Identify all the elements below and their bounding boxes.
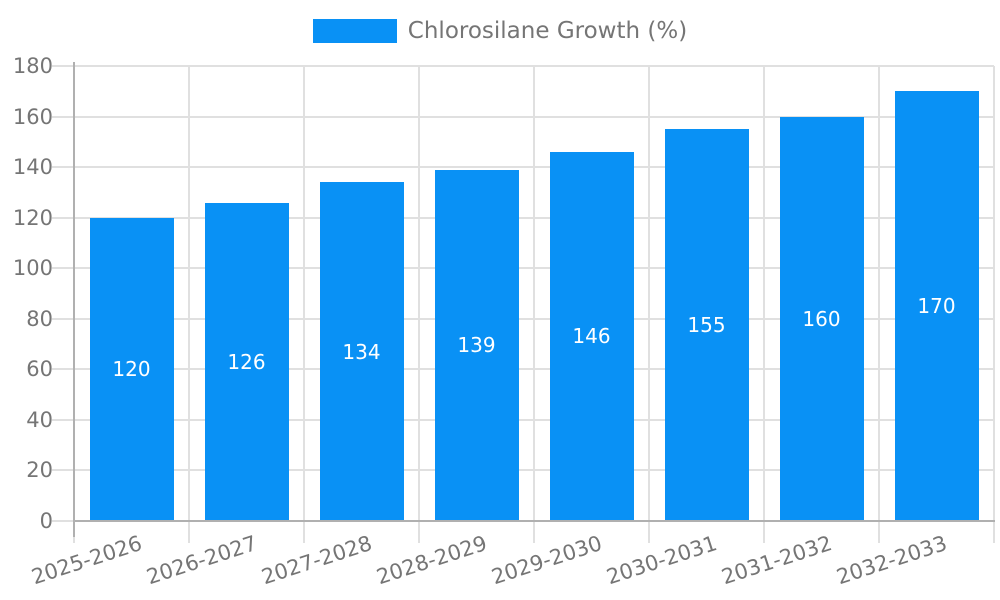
y-axis-tick-label: 120 — [12, 205, 53, 230]
gridline-horizontal — [52, 216, 994, 219]
bar — [204, 202, 289, 521]
gridline-horizontal — [52, 65, 994, 67]
bar-value-label-box: 155 — [665, 129, 749, 521]
gridline-horizontal — [52, 368, 994, 371]
bar-value-label-box: 139 — [435, 170, 519, 521]
gridline-horizontal — [52, 418, 994, 421]
bar-value-label-box: 120 — [90, 218, 174, 521]
x-axis-line — [73, 520, 995, 522]
y-axis-tick-label: 60 — [26, 357, 53, 382]
gridline-vertical — [533, 66, 535, 543]
bar — [319, 182, 404, 521]
bar-value-label: 126 — [227, 349, 266, 374]
legend-label: Chlorosilane Growth (%) — [407, 18, 688, 44]
x-axis-tick-label: 2026-2027 — [143, 531, 260, 590]
bar-value-label: 155 — [687, 313, 726, 338]
bar — [664, 129, 749, 521]
y-axis-tick-label: 180 — [12, 54, 53, 78]
x-axis-tick-label: 2025-2026 — [28, 531, 145, 590]
y-axis-tick-label: 100 — [12, 256, 53, 281]
bar-value-label-box: 134 — [320, 182, 404, 521]
bar-value-label: 160 — [802, 306, 841, 331]
y-axis-line — [73, 62, 75, 537]
bar-value-label-box: 170 — [895, 91, 979, 521]
x-axis-tick-label: 2031-2032 — [718, 531, 835, 590]
gridline-vertical — [418, 66, 420, 543]
bar — [894, 91, 979, 521]
gridline-horizontal — [52, 317, 994, 320]
y-axis-tick-label: 20 — [26, 458, 53, 483]
gridline-horizontal — [52, 166, 994, 169]
bar — [434, 169, 519, 521]
y-axis-tick-label: 160 — [12, 104, 53, 129]
chart-legend: Chlorosilane Growth (%) — [0, 17, 1000, 45]
bar — [549, 151, 634, 521]
y-axis-tick-label: 0 — [39, 509, 53, 533]
legend-swatch — [312, 19, 397, 43]
bar — [89, 217, 174, 521]
gridline-horizontal — [52, 469, 994, 472]
bar-value-label: 146 — [572, 324, 611, 349]
gridline-horizontal — [52, 267, 994, 270]
bar-value-label: 120 — [112, 357, 151, 382]
gridline-vertical — [878, 66, 880, 543]
x-axis-tick-label: 2029-2030 — [488, 531, 605, 590]
y-axis-tick-label: 40 — [26, 407, 53, 432]
bar-value-label: 170 — [917, 294, 956, 319]
bar — [779, 116, 864, 521]
bar-value-label-box: 146 — [550, 152, 634, 521]
gridline-vertical — [993, 66, 995, 543]
bar-value-label-box: 126 — [205, 203, 289, 522]
bar-value-label: 139 — [457, 333, 496, 358]
gridline-vertical — [188, 66, 190, 543]
gridline-horizontal — [52, 115, 994, 118]
gridline-vertical — [648, 66, 650, 543]
x-axis-tick-label: 2028-2029 — [373, 531, 490, 590]
y-axis-tick-label: 80 — [26, 306, 53, 331]
gridline-vertical — [763, 66, 765, 543]
bar-value-label: 134 — [342, 339, 381, 364]
bar-value-label-box: 160 — [780, 117, 864, 521]
gridline-vertical — [303, 66, 305, 543]
y-axis-tick-label: 140 — [12, 155, 53, 180]
x-axis-tick-label: 2032-2033 — [833, 531, 950, 590]
x-axis-tick-label: 2027-2028 — [258, 531, 375, 590]
x-axis-tick-label: 2030-2031 — [603, 531, 720, 590]
